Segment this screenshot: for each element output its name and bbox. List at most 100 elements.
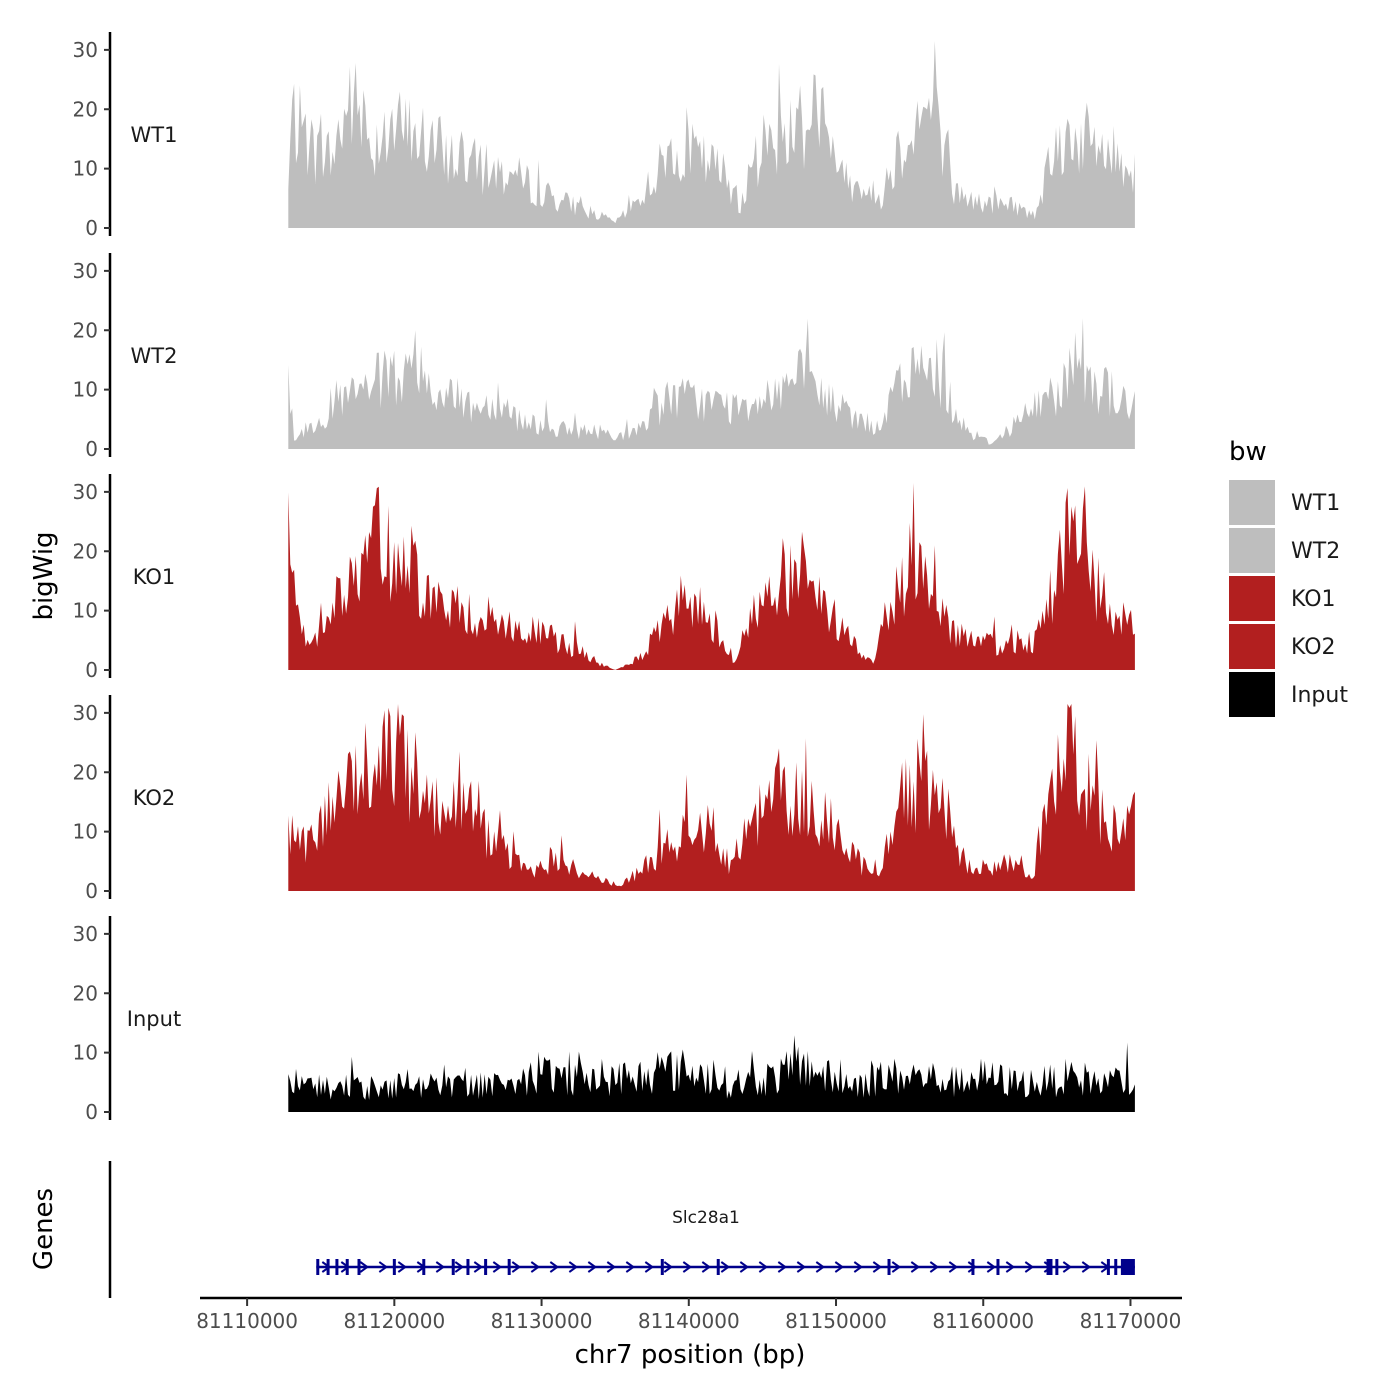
- track-label-ko2: KO2: [133, 786, 176, 810]
- strand-arrow: [454, 1261, 465, 1273]
- x-axis: 81110000 81120000 81130000 81140000 81150000…: [196, 1296, 1182, 1370]
- y-tick-label: 20: [73, 318, 98, 342]
- gene-exon: [316, 1259, 320, 1275]
- y-tick-label: 30: [73, 259, 98, 283]
- strand-arrow: [1081, 1261, 1092, 1273]
- gene-exon: [345, 1259, 349, 1275]
- y-tick-label: 10: [73, 157, 98, 181]
- legend-swatch: [1229, 576, 1275, 621]
- gene-exon: [326, 1259, 330, 1275]
- gene-track: Genes Slc28a1: [29, 1161, 1135, 1298]
- gene-exon: [716, 1259, 720, 1275]
- strand-arrow: [644, 1261, 655, 1273]
- gene-exon: [422, 1259, 426, 1275]
- strand-arrow: [853, 1261, 864, 1273]
- strand-arrow: [511, 1261, 522, 1273]
- signal-area-wt1: [288, 41, 1135, 228]
- y-tick-label: 20: [73, 981, 98, 1005]
- strand-arrow: [378, 1261, 389, 1273]
- y-tick-label: 20: [73, 97, 98, 121]
- strand-arrow: [986, 1261, 997, 1273]
- track-ko1: 0 10 20 30 KO1: [73, 474, 1135, 682]
- strand-arrow: [967, 1261, 978, 1273]
- strand-arrow: [530, 1261, 541, 1273]
- strand-arrow: [758, 1261, 769, 1273]
- y-tick-label: 0: [85, 879, 98, 903]
- y-tick-label: 30: [73, 922, 98, 946]
- strand-arrow: [473, 1261, 484, 1273]
- strand-arrow: [435, 1261, 446, 1273]
- strand-arrow: [796, 1261, 807, 1273]
- strand-arrow: [587, 1261, 598, 1273]
- x-tick-label: 81140000: [638, 1309, 740, 1333]
- legend-entry-wt1: WT1: [1229, 480, 1340, 525]
- y-tick-label: 30: [73, 701, 98, 725]
- y-tick-label: 10: [73, 820, 98, 844]
- strand-arrow: [815, 1261, 826, 1273]
- gene-name-label: Slc28a1: [672, 1208, 740, 1228]
- strand-arrow: [492, 1261, 503, 1273]
- gene-exon: [1114, 1259, 1118, 1275]
- gene-exon: [996, 1259, 1000, 1275]
- y-tick-label: 20: [73, 539, 98, 563]
- signal-area-input: [288, 1035, 1135, 1112]
- legend: bw WT1 WT2 KO1 KO2 Input: [1229, 437, 1348, 717]
- strand-arrow: [1062, 1261, 1073, 1273]
- strand-arrow: [397, 1261, 408, 1273]
- x-axis-title: chr7 position (bp): [575, 1340, 806, 1370]
- strand-arrow: [948, 1261, 959, 1273]
- strand-arrow: [359, 1261, 370, 1273]
- y-axis-title-group: bigWig: [29, 531, 59, 620]
- y-tick-label: 0: [85, 1100, 98, 1124]
- y-tick-label: 20: [73, 760, 98, 784]
- gene-exon: [392, 1259, 396, 1275]
- gene-exon: [357, 1259, 361, 1275]
- legend-label: KO1: [1291, 587, 1336, 612]
- y-tick-label: 10: [73, 1041, 98, 1065]
- gene-track-title: Genes: [29, 1188, 59, 1270]
- gene-exon: [1055, 1259, 1059, 1275]
- legend-entry-input: Input: [1229, 672, 1348, 717]
- gene-exon: [660, 1259, 664, 1275]
- strand-arrow: [682, 1261, 693, 1273]
- gene-exon: [466, 1259, 470, 1275]
- x-tick-label: 81160000: [932, 1309, 1034, 1333]
- gene-exon: [1106, 1259, 1110, 1275]
- signal-tracks: 0 10 20 30 WT1 0 10 20 30 WT2 0 10 20 30 KO1 0 10 20 30 KO2…: [73, 32, 1135, 1124]
- legend-label: KO2: [1291, 635, 1336, 660]
- strand-arrow: [549, 1261, 560, 1273]
- y-tick-label: 10: [73, 599, 98, 623]
- legend-label: WT1: [1291, 491, 1340, 516]
- x-tick-label: 81130000: [491, 1309, 593, 1333]
- x-axis-ticks: 81110000 81120000 81130000 81140000 81150000…: [196, 1298, 1181, 1333]
- legend-label: Input: [1291, 683, 1348, 708]
- gene-exon: [887, 1259, 891, 1275]
- track-input: 0 10 20 30 Input: [73, 916, 1135, 1124]
- strand-arrow: [568, 1261, 579, 1273]
- strand-arrow: [663, 1261, 674, 1273]
- legend-swatch: [1229, 528, 1275, 573]
- track-label-wt2: WT2: [131, 344, 178, 368]
- signal-area-ko1: [288, 483, 1135, 670]
- signal-area-wt2: [288, 318, 1135, 449]
- legend-entry-ko1: KO1: [1229, 576, 1336, 621]
- gene-exon: [507, 1259, 511, 1275]
- gene-utr-block: [1120, 1259, 1135, 1275]
- legend-entry-ko2: KO2: [1229, 624, 1336, 669]
- strand-arrow: [739, 1261, 750, 1273]
- strand-arrow: [701, 1261, 712, 1273]
- legend-swatch: [1229, 624, 1275, 669]
- strand-arrow: [891, 1261, 902, 1273]
- gene-exon: [335, 1259, 339, 1275]
- gene-exon: [971, 1259, 975, 1275]
- y-tick-label: 30: [73, 480, 98, 504]
- legend-label: WT2: [1291, 539, 1340, 564]
- strand-arrow: [929, 1261, 940, 1273]
- track-wt1: 0 10 20 30 WT1: [73, 32, 1135, 240]
- gene-exon: [484, 1259, 488, 1275]
- y-tick-label: 0: [85, 658, 98, 682]
- x-tick-label: 81110000: [196, 1309, 298, 1333]
- y-tick-label: 10: [73, 378, 98, 402]
- strand-arrow: [777, 1261, 788, 1273]
